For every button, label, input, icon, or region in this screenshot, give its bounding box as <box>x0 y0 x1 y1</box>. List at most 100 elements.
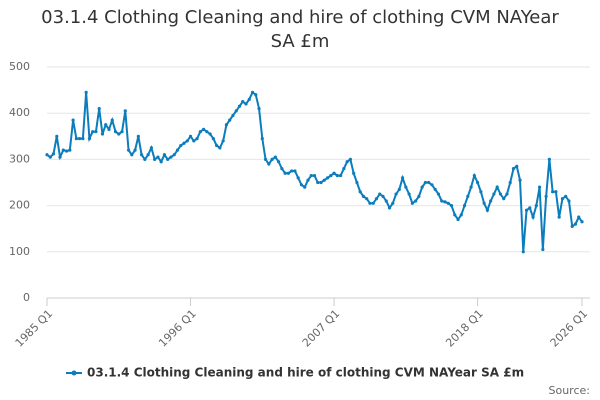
data-point <box>479 190 483 194</box>
data-point <box>342 167 346 171</box>
data-point <box>97 106 101 111</box>
data-point <box>352 171 356 175</box>
data-point <box>123 109 127 113</box>
source: Source: <box>549 384 591 397</box>
data-point <box>244 102 248 106</box>
data-point <box>277 160 281 164</box>
data-point <box>423 180 428 185</box>
data-point <box>537 185 542 189</box>
data-point <box>557 215 561 219</box>
data-point <box>228 118 232 122</box>
data-point <box>443 200 447 204</box>
data-point <box>293 169 297 173</box>
data-point <box>547 157 551 161</box>
data-point <box>172 153 176 157</box>
data-point <box>368 201 372 205</box>
data-point <box>319 180 323 185</box>
data-point <box>374 197 379 201</box>
data-point <box>169 155 173 159</box>
data-point <box>120 130 124 134</box>
data-point <box>567 199 571 203</box>
x-tick-label: 1985 Q1 <box>13 307 56 350</box>
data-point <box>153 157 157 161</box>
data-point <box>417 194 421 198</box>
data-point <box>404 185 408 189</box>
data-point <box>508 180 512 185</box>
data-point <box>113 130 118 134</box>
data-point <box>518 178 522 182</box>
data-point <box>570 224 574 228</box>
legend-label: 03.1.4 Clothing Cleaning and hire of clo… <box>87 366 524 380</box>
data-point <box>260 137 264 141</box>
data-point <box>332 171 336 175</box>
data-point <box>192 139 196 143</box>
data-point <box>290 169 294 173</box>
data-point <box>306 178 310 182</box>
data-point <box>459 213 463 217</box>
data-point <box>87 137 92 141</box>
data-point <box>286 171 291 175</box>
data-point <box>270 157 274 161</box>
data-point <box>400 176 405 180</box>
data-point <box>179 143 183 148</box>
data-point <box>104 123 108 127</box>
data-point <box>45 153 49 157</box>
data-point <box>430 183 434 187</box>
data-point <box>64 149 69 153</box>
data-point <box>74 137 78 141</box>
data-point <box>263 157 268 161</box>
data-point <box>126 148 131 152</box>
data-point <box>241 100 245 104</box>
data-point <box>303 185 307 189</box>
data-point <box>531 215 535 219</box>
data-point <box>515 164 519 168</box>
data-point <box>68 148 72 152</box>
data-point <box>502 197 506 201</box>
x-tick-label: 2018 Q1 <box>443 307 486 350</box>
data-point <box>560 197 565 201</box>
y-tick-label: 100 <box>9 245 30 258</box>
data-point <box>420 185 424 189</box>
data-point <box>495 185 499 189</box>
data-point <box>208 132 212 136</box>
data-point <box>58 155 62 159</box>
legend-marker <box>71 370 77 376</box>
data-point <box>384 199 388 203</box>
y-tick-label: 500 <box>9 60 30 73</box>
data-point <box>462 204 467 208</box>
data-point <box>218 146 222 150</box>
data-point <box>107 127 111 131</box>
y-tick-label: 0 <box>23 291 30 304</box>
x-tick-label: 2026 Q1 <box>548 307 591 350</box>
data-point <box>51 152 56 156</box>
data-point <box>267 162 271 166</box>
data-point <box>469 185 473 189</box>
data-point <box>224 123 229 127</box>
data-point <box>394 192 398 196</box>
data-point <box>371 201 375 205</box>
data-point <box>335 173 339 178</box>
data-point <box>188 134 193 138</box>
data-point <box>316 180 320 185</box>
series-line <box>46 90 583 252</box>
data-point <box>365 197 369 201</box>
data-point <box>492 192 496 196</box>
data-point <box>312 173 317 178</box>
data-point <box>378 192 382 196</box>
data-point <box>391 201 395 205</box>
data-point <box>456 217 460 222</box>
x-tick-label: 1996 Q1 <box>156 307 199 350</box>
data-point <box>201 127 206 131</box>
data-point <box>361 194 366 198</box>
data-point <box>309 173 313 178</box>
data-point <box>489 199 493 203</box>
data-point <box>397 187 401 192</box>
x-tick-label: 2007 Q1 <box>300 307 343 350</box>
data-point <box>433 187 437 192</box>
data-point <box>84 90 88 95</box>
data-point <box>528 206 532 210</box>
data-point <box>110 118 114 122</box>
data-point <box>440 199 444 203</box>
data-point <box>544 194 548 198</box>
